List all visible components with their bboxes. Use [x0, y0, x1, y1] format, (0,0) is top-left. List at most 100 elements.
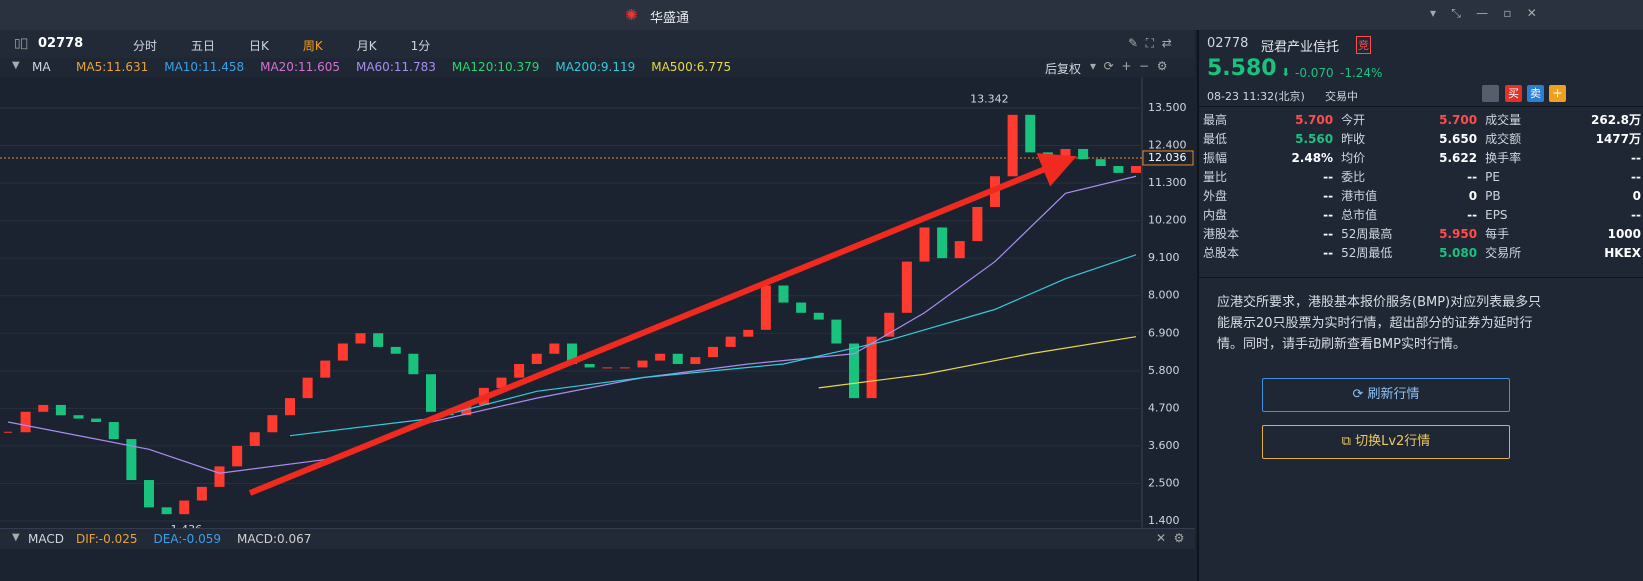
quote-label: 52周最低 [1341, 246, 1393, 260]
chart-controls[interactable]: ▾ ⟳ + − ⚙ [1090, 59, 1168, 73]
quote-label: 内盘 [1203, 208, 1228, 222]
candle [708, 346, 718, 358]
divider [1199, 106, 1643, 107]
period-tab[interactable]: 1分 [410, 39, 431, 53]
quote-row: 外盘 -- 港市值 0 PB 0 [1199, 186, 1643, 205]
title-bar: ✺ 华盛通 ▾ ⤡ — ▫ ✕ [0, 0, 1643, 30]
icon: ⧉ [1341, 434, 1356, 449]
indicator-values: DIF:-0.025 DEA:-0.059 MACD:0.067 [76, 532, 327, 546]
candle [901, 261, 912, 313]
logo: ✺ [625, 6, 638, 24]
quote-row: 量比 -- 委比 -- PE -- [1199, 167, 1643, 186]
candle [1131, 166, 1141, 173]
tools[interactable]: ✎ ⛶ ⇄ [1128, 36, 1172, 50]
collapse[interactable]: ▼ [12, 532, 20, 543]
indicator-value: MA200:9.119 [555, 60, 636, 74]
period-tab[interactable]: 分时 [133, 39, 158, 53]
trend-arrow [248, 153, 1077, 496]
high-label: 13.342 [970, 92, 1009, 105]
quote-label: 总市值 [1341, 208, 1378, 222]
quote-value: 0 [1468, 188, 1478, 203]
candle [778, 285, 789, 303]
label: 刷新行情 [1367, 387, 1420, 402]
quote-value: 5.950 [1439, 226, 1478, 241]
candle [672, 353, 683, 364]
candle [972, 206, 983, 242]
candle [161, 507, 172, 515]
candle [690, 357, 701, 364]
period-tabs: 分时 五日 日K 周K 月K 1分 [133, 37, 464, 54]
indicator-value: MA10:11.458 [164, 60, 245, 74]
quote-value: -- [1467, 207, 1478, 222]
panel-toggle[interactable]: ▯⃒ [14, 36, 28, 50]
candle [549, 343, 560, 354]
quote-value: -- [1323, 245, 1334, 260]
candle [1007, 114, 1018, 177]
candle [866, 336, 877, 399]
quote-value: -- [1631, 150, 1641, 165]
quote-value: 262.8万 [1591, 113, 1641, 127]
quote-time: 08-23 11:32(北京) [1207, 90, 1305, 103]
candle [1078, 148, 1089, 160]
candle [796, 302, 807, 313]
candle [531, 353, 542, 364]
candle [725, 336, 736, 347]
y-tick-label: 11.300 [1148, 176, 1187, 189]
quote-value: HKEX [1604, 245, 1641, 260]
candle [38, 404, 49, 412]
current-price-label: 12.036 [1148, 151, 1187, 164]
candle [320, 360, 331, 378]
quote-label: PE [1485, 169, 1500, 184]
change-pct: -1.24% [1340, 66, 1383, 80]
quote-row: 最低 5.560 昨收 5.650 成交额 1477万 [1199, 129, 1643, 148]
quote-value: 5.622 [1439, 150, 1478, 165]
candle [496, 377, 507, 388]
quote-label: 委比 [1341, 170, 1366, 184]
indicator-value: MACD:0.067 [237, 532, 312, 546]
quote-label: 港股本 [1203, 227, 1240, 241]
y-tick-label: 13.500 [1148, 101, 1187, 114]
refresh-button[interactable]: ⟳ 刷新行情 [1262, 378, 1510, 412]
quote-value: 5.700 [1295, 112, 1334, 127]
quote-row: 振幅 2.48% 均价 5.622 换手率 -- [1199, 148, 1643, 167]
sell-button[interactable]: 卖 [1527, 85, 1544, 102]
adjust-select[interactable]: 后复权 [1045, 62, 1082, 76]
window-controls[interactable]: ▾ ⤡ — ▫ ✕ [1430, 6, 1537, 20]
quote-label: 港市值 [1341, 189, 1378, 203]
panel-controls[interactable]: ✕ ⚙ [1156, 531, 1185, 545]
candle [584, 363, 595, 368]
candle [760, 285, 771, 330]
period-tab[interactable]: 五日 [191, 39, 216, 53]
quote-value: 0 [1632, 188, 1641, 203]
price: 5.580 [1207, 56, 1277, 81]
indicator-value: DEA:-0.059 [153, 532, 222, 546]
candle [831, 319, 842, 344]
candle [196, 486, 207, 501]
quote-label: PB [1485, 188, 1501, 203]
add-button[interactable]: + [1549, 85, 1566, 102]
quote-value: 5.700 [1439, 112, 1478, 127]
ma-line [289, 254, 1137, 437]
candle [390, 346, 401, 354]
quote-value: 5.650 [1439, 131, 1478, 146]
low-label: 1.436 [171, 523, 203, 528]
buy-button[interactable]: 买 [1505, 85, 1522, 102]
window-title: 华盛通 [650, 11, 690, 26]
indicator-value: MA60:11.783 [355, 60, 436, 74]
alert-button[interactable] [1482, 85, 1499, 102]
indicator-value: MA500:6.775 [651, 60, 732, 74]
candle [144, 480, 154, 508]
lv2-button[interactable]: ⧉ 切换Lv2行情 [1262, 425, 1510, 459]
indicator-value: DIF:-0.025 [76, 532, 138, 546]
quote-label: 换手率 [1485, 151, 1522, 165]
quote-label: 均价 [1341, 151, 1366, 165]
period-tab[interactable]: 周K [302, 39, 323, 53]
period-tab[interactable]: 日K [249, 39, 269, 53]
indicator-values: MA5:11.631 MA10:11.458 MA20:11.605 MA60:11.… [76, 60, 747, 74]
candle [602, 367, 613, 369]
quote-row: 最高 5.700 今开 5.700 成交量 262.8万 [1199, 110, 1643, 129]
collapse[interactable]: ▼ [12, 60, 20, 71]
quote-value: 1000 [1607, 226, 1641, 241]
quote-value: 5.080 [1439, 245, 1478, 260]
period-tab[interactable]: 月K [356, 39, 377, 53]
